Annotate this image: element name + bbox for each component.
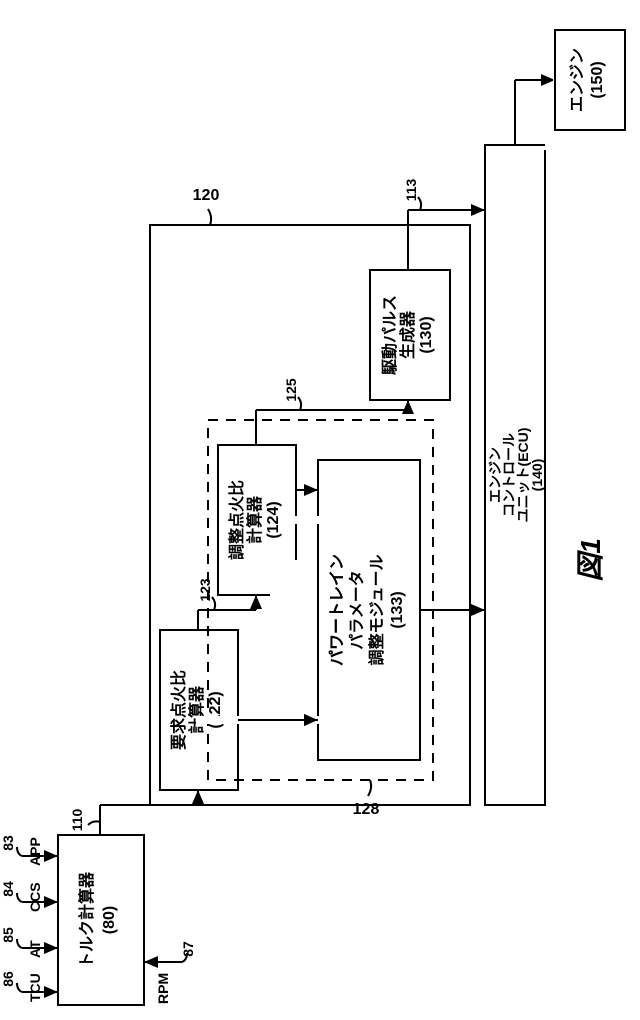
label-adj-fire-0: 調整点火比 bbox=[227, 480, 246, 560]
svg-text:123: 123 bbox=[197, 578, 213, 602]
label-pwt-1: パラメータ bbox=[348, 570, 366, 650]
label-torque-calc-0: トルク計算器 bbox=[77, 871, 96, 968]
label-drive-2: (130) bbox=[418, 316, 435, 353]
svg-text:パワートレイン: パワートレイン bbox=[328, 554, 346, 666]
label-pwt-2: 調整モジュール bbox=[367, 555, 386, 666]
label-pwt-3: (133) bbox=[389, 591, 406, 628]
svg-text:85: 85 bbox=[0, 927, 16, 943]
svg-text:AT: AT bbox=[27, 940, 43, 958]
svg-text:84: 84 bbox=[0, 881, 16, 897]
figure-label: 図1 bbox=[575, 538, 606, 582]
svg-text:87: 87 bbox=[180, 941, 196, 957]
label-req-fire-1: 計算器 bbox=[187, 685, 206, 734]
svg-text:RPM: RPM bbox=[155, 973, 171, 1004]
ref-128: 128 bbox=[353, 801, 380, 818]
ref-120: 120 bbox=[193, 187, 220, 204]
diagram-canvas: 120 128 トルク計算器 (80) 83 APP bbox=[0, 0, 640, 1020]
svg-text:APP: APP bbox=[27, 837, 43, 866]
svg-text:CCS: CCS bbox=[27, 882, 43, 912]
svg-text:110: 110 bbox=[69, 808, 85, 831]
label-engine-1: (150) bbox=[589, 61, 606, 98]
label-adj-fire-2: (124) bbox=[265, 501, 282, 538]
label-engine-0: エンジン bbox=[569, 48, 586, 112]
label-ecu-3: (140) bbox=[529, 459, 545, 492]
label-torque-calc-1: (80) bbox=[101, 906, 118, 934]
label-adj-fire-1: 計算器 bbox=[245, 495, 264, 544]
svg-text:TCU: TCU bbox=[27, 973, 43, 1002]
label-drive-0: 駆動パルス bbox=[380, 295, 399, 375]
svg-text:113: 113 bbox=[403, 178, 419, 201]
label-drive-1: 生成器 bbox=[398, 310, 417, 359]
svg-text:83: 83 bbox=[0, 835, 16, 851]
svg-text:125: 125 bbox=[283, 378, 299, 402]
label-req-fire-0: 要求点火比 bbox=[169, 670, 188, 750]
svg-text:86: 86 bbox=[0, 971, 16, 987]
